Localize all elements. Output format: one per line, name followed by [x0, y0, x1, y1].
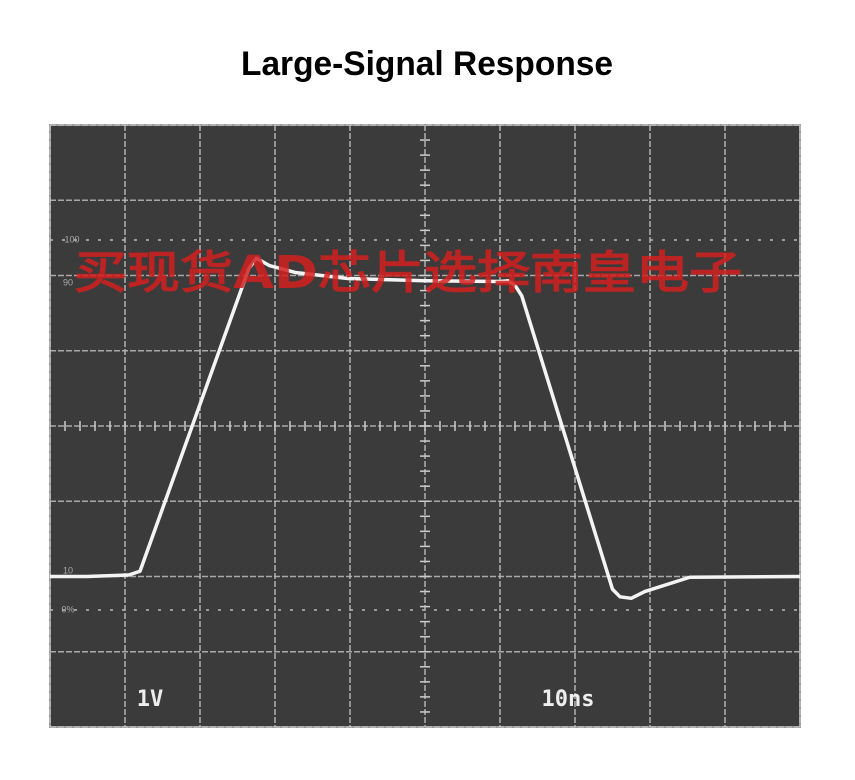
annotation: 90 [63, 277, 73, 287]
chart-title: Large-Signal Response [241, 45, 613, 83]
annotation: 10 [63, 565, 73, 575]
annotation: 0% [61, 604, 74, 614]
annotation: 10ns [542, 687, 595, 712]
annotation: 1V [137, 687, 164, 712]
annotation: 100 [64, 234, 79, 244]
annotation: 买现货AD芯片选择南皇电子 [74, 246, 742, 299]
trace [50, 256, 801, 601]
